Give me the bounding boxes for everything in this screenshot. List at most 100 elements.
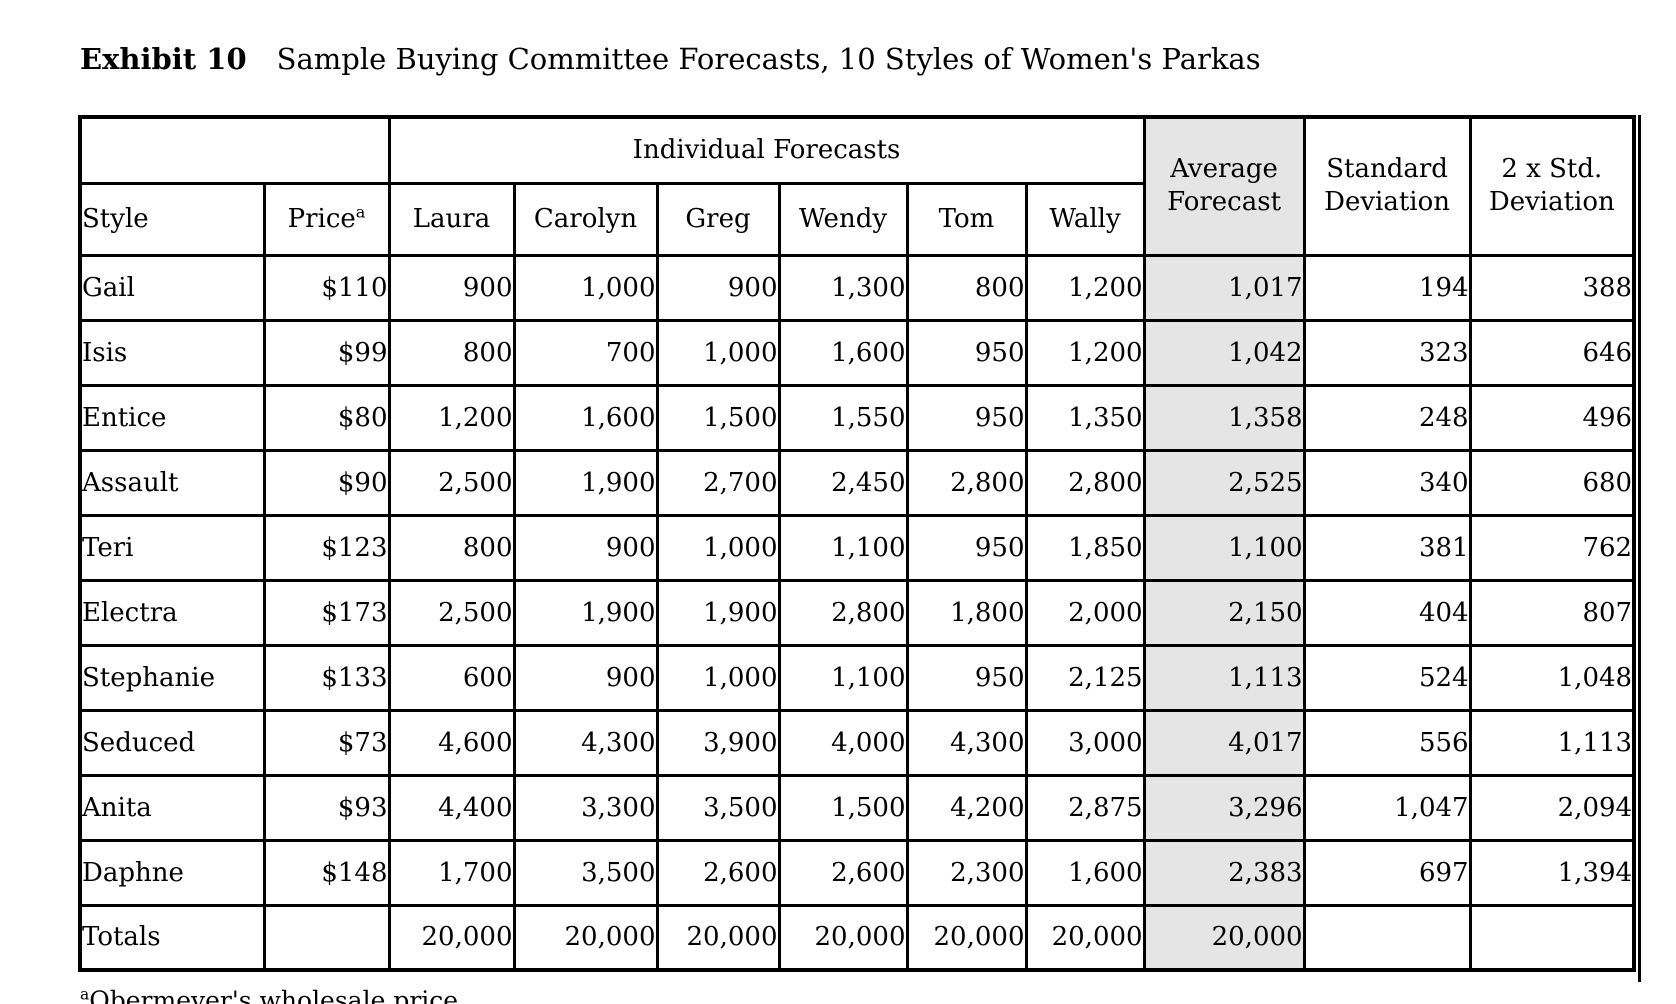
forecast-cell: 20,000	[777, 903, 909, 972]
forecast-cell: 2,600	[777, 838, 909, 907]
forecast-table: Individual Forecasts Average Forecast St…	[78, 115, 1637, 972]
style-column-header: Style	[78, 181, 266, 257]
table-row: Teri $123 800 900 1,000 1,100 950 1,850 1,100 381…	[78, 513, 1636, 582]
price-cell	[262, 903, 391, 972]
forecast-cell: 20,000	[387, 903, 516, 972]
std-dev-cell: 556	[1302, 708, 1472, 777]
forecast-cell: 3,000	[1024, 708, 1146, 777]
forecast-cell: 1,350	[1024, 383, 1146, 452]
two-std-dev-cell: 1,048	[1468, 643, 1636, 712]
style-cell: Gail	[78, 253, 266, 322]
forecaster-column-header: Wendy	[777, 181, 909, 257]
two-std-dev-cell: 388	[1468, 253, 1636, 322]
table-body: Gail $110 900 1,000 900 1,300 800 1,200 1,017 194…	[78, 253, 1636, 972]
forecast-cell: 3,500	[655, 773, 781, 842]
forecast-cell: 800	[387, 318, 516, 387]
forecast-cell: 1,000	[655, 513, 781, 582]
style-cell: Entice	[78, 383, 266, 452]
price-cell: $123	[262, 513, 391, 582]
two-std-dev-cell: 496	[1468, 383, 1636, 452]
price-cell: $133	[262, 643, 391, 712]
forecast-cell: 1,900	[512, 578, 659, 647]
forecast-cell: 2,800	[905, 448, 1028, 517]
forecast-cell: 1,550	[777, 383, 909, 452]
forecast-cell: 800	[387, 513, 516, 582]
individual-forecasts-header: Individual Forecasts	[387, 115, 1146, 185]
table-row: Isis $99 800 700 1,000 1,600 950 1,200 1,042 323 6…	[78, 318, 1636, 387]
std-dev-cell: 248	[1302, 383, 1472, 452]
forecast-cell: 950	[905, 513, 1028, 582]
average-forecast-cell: 2,383	[1142, 838, 1306, 907]
footnote-marker: a	[80, 985, 90, 1004]
two-std-dev-cell: 646	[1468, 318, 1636, 387]
forecast-cell: 1,100	[777, 643, 909, 712]
forecast-cell: 2,450	[777, 448, 909, 517]
forecast-cell: 800	[905, 253, 1028, 322]
price-cell: $90	[262, 448, 391, 517]
price-footnote-marker: a	[355, 202, 366, 222]
price-header-text: Price	[287, 204, 356, 234]
forecast-cell: 1,500	[777, 773, 909, 842]
header-row-columns: Style Pricea Laura Carolyn Greg Wendy To…	[78, 181, 1634, 257]
table-row: Daphne $148 1,700 3,500 2,600 2,600 2,300 1,600…	[78, 838, 1636, 907]
forecast-cell: 2,500	[387, 578, 516, 647]
std-dev-cell: 1,047	[1302, 773, 1472, 842]
forecaster-column-header: Tom	[905, 181, 1028, 257]
forecast-cell: 20,000	[512, 903, 659, 972]
table-row: Anita $93 4,400 3,300 3,500 1,500 4,200 2,875 3,…	[78, 773, 1636, 842]
average-forecast-cell: 2,525	[1142, 448, 1306, 517]
exhibit-title-text: Sample Buying Committee Forecasts, 10 St…	[276, 42, 1261, 76]
forecast-cell: 1,500	[655, 383, 781, 452]
forecaster-column-header: Wally	[1024, 181, 1146, 257]
forecast-cell: 1,800	[905, 578, 1028, 647]
style-cell: Seduced	[78, 708, 266, 777]
std-dev-cell	[1302, 903, 1472, 972]
forecast-cell: 1,200	[1024, 253, 1146, 322]
corner-cell	[78, 115, 391, 185]
table-right-double-border	[1638, 115, 1641, 982]
price-column-header: Pricea	[262, 181, 391, 257]
exhibit-title-label: Exhibit 10	[80, 42, 247, 76]
forecast-cell: 600	[387, 643, 516, 712]
average-forecast-cell: 1,358	[1142, 383, 1306, 452]
forecast-cell: 4,300	[905, 708, 1028, 777]
forecast-cell: 2,500	[387, 448, 516, 517]
forecast-cell: 1,900	[512, 448, 659, 517]
table-row: Seduced $73 4,600 4,300 3,900 4,000 4,300 3,000…	[78, 708, 1636, 777]
std-dev-cell: 697	[1302, 838, 1472, 907]
forecast-cell: 2,300	[905, 838, 1028, 907]
forecast-cell: 3,900	[655, 708, 781, 777]
price-cell: $148	[262, 838, 391, 907]
forecast-cell: 3,300	[512, 773, 659, 842]
table-row: Electra $173 2,500 1,900 1,900 2,800 1,800 2,00…	[78, 578, 1636, 647]
forecast-cell: 1,100	[777, 513, 909, 582]
two-std-dev-cell: 680	[1468, 448, 1636, 517]
average-forecast-cell: 2,150	[1142, 578, 1306, 647]
style-cell: Daphne	[78, 838, 266, 907]
forecast-cell: 900	[387, 253, 516, 322]
forecast-cell: 1,600	[512, 383, 659, 452]
average-forecast-cell: 1,113	[1142, 643, 1306, 712]
price-cell: $173	[262, 578, 391, 647]
header-row-group: Individual Forecasts Average Forecast St…	[78, 115, 1636, 257]
two-std-dev-cell: 807	[1468, 578, 1636, 647]
forecaster-column-header: Carolyn	[512, 181, 659, 257]
style-cell: Anita	[78, 773, 266, 842]
forecast-cell: 20,000	[1024, 903, 1146, 972]
forecast-cell: 4,300	[512, 708, 659, 777]
two-std-dev-cell	[1468, 903, 1636, 972]
forecast-cell: 1,600	[777, 318, 909, 387]
forecast-cell: 2,700	[655, 448, 781, 517]
table-row: Stephanie $133 600 900 1,000 1,100 950 2,125 1,1…	[78, 643, 1636, 712]
price-cell: $110	[262, 253, 391, 322]
style-cell: Teri	[78, 513, 266, 582]
price-cell: $73	[262, 708, 391, 777]
forecast-cell: 1,200	[387, 383, 516, 452]
average-forecast-cell: 1,100	[1142, 513, 1306, 582]
forecast-cell: 20,000	[655, 903, 781, 972]
forecast-cell: 1,000	[512, 253, 659, 322]
two-std-dev-cell: 1,394	[1468, 838, 1636, 907]
price-cell: $99	[262, 318, 391, 387]
forecast-cell: 1,900	[655, 578, 781, 647]
